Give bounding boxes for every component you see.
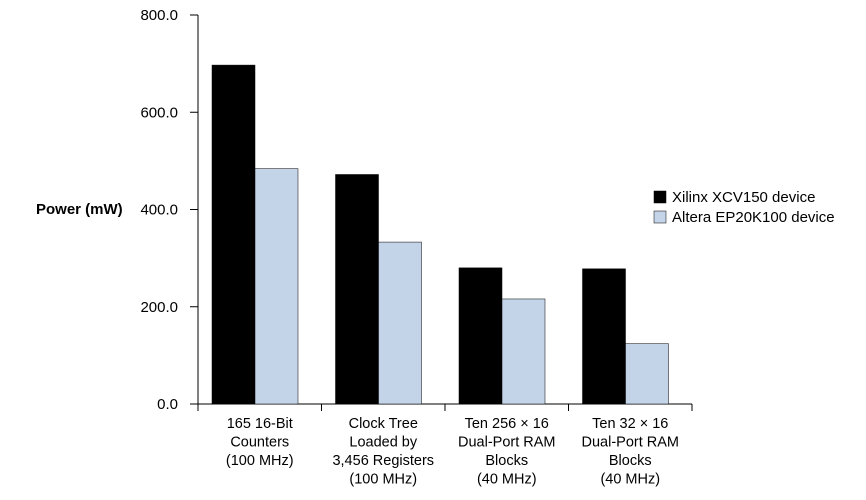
bar-xilinx xyxy=(335,174,379,405)
x-category-label-line: Dual-Port RAM xyxy=(582,435,680,451)
x-category-label-line: Dual-Port RAM xyxy=(458,435,556,451)
y-tick-label: 600.0 xyxy=(140,104,178,121)
bar-altera xyxy=(378,241,422,405)
x-category-label-line: (100 MHz) xyxy=(226,453,294,469)
legend-label: Altera EP20K100 device xyxy=(672,209,835,226)
x-category-label-line: Clock Tree xyxy=(349,416,418,432)
x-category-label-line: Blocks xyxy=(485,453,528,469)
bar-xilinx xyxy=(458,267,503,405)
x-category-label-line: (100 MHz) xyxy=(349,472,417,488)
bar-altera xyxy=(625,343,669,405)
x-category-label-line: Ten 32 × 16 xyxy=(592,416,668,432)
x-category-label: Ten 256 × 16 Dual-Port RAM Blocks (40 MHz) xyxy=(458,416,556,488)
x-category-label-line: 3,456 Registers xyxy=(332,453,434,469)
legend: Xilinx XCV150 device Altera EP20K100 devi… xyxy=(653,189,835,226)
y-tick-label: 800.0 xyxy=(140,7,178,24)
y-tick-label: 0.0 xyxy=(157,396,178,413)
x-category-label-line: (40 MHz) xyxy=(477,472,537,488)
bar-altera xyxy=(254,168,299,405)
legend-swatch xyxy=(653,190,667,204)
bar-xilinx xyxy=(211,64,256,405)
x-category-label: Clock Tree Loaded by 3,456 Registers (100 M… xyxy=(332,416,434,488)
x-category-label-line: (40 MHz) xyxy=(600,472,660,488)
legend-swatch xyxy=(653,210,667,224)
y-axis: 0.0 200.0 400.0 600.0 800.0 xyxy=(140,7,199,413)
x-category-label: 165 16-Bit Counters (100 MHz) xyxy=(226,416,294,469)
x-category-label-line: Loaded by xyxy=(349,435,417,451)
x-category-label-line: Counters xyxy=(230,435,289,451)
y-axis-label: Power (mW) xyxy=(36,201,123,218)
y-tick-label: 400.0 xyxy=(140,202,178,219)
bar-altera xyxy=(501,298,546,405)
x-category-label: Ten 32 × 16 Dual-Port RAM Blocks (40 MHz) xyxy=(582,416,680,488)
x-category-label-line: Ten 256 × 16 xyxy=(465,416,549,432)
x-category-label-line: Blocks xyxy=(609,453,652,469)
legend-label: Xilinx XCV150 device xyxy=(672,189,815,206)
y-tick-label: 200.0 xyxy=(140,299,178,316)
bars xyxy=(211,64,669,405)
x-axis: 165 16-Bit Counters (100 MHz) Clock Tree Loa… xyxy=(197,403,693,488)
x-category-label-line: 165 16-Bit xyxy=(227,416,293,432)
bar-xilinx xyxy=(582,268,626,405)
